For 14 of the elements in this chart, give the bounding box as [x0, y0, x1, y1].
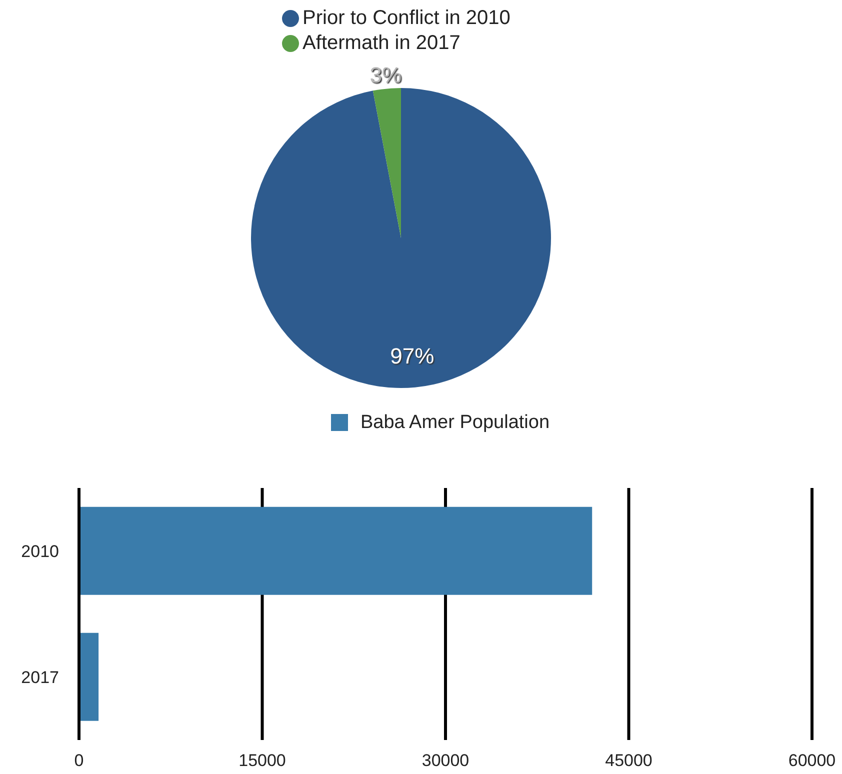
y-tick-label: 2017 [21, 668, 59, 688]
legend-label: Aftermath in 2017 [302, 32, 460, 54]
data-label: 97% [390, 343, 434, 368]
x-tick-label: 60000 [788, 751, 836, 770]
pie-slice [372, 88, 401, 238]
pie-slice [251, 88, 551, 388]
y-tick-label: 2010 [21, 542, 59, 562]
legend-label: Prior to Conflict in 2010 [302, 7, 510, 29]
legend-label: Baba Amer Population [360, 412, 550, 433]
data-label: 3% [370, 62, 402, 88]
x-tick-label: 30000 [422, 751, 470, 770]
x-tick-label: 45000 [605, 751, 652, 770]
x-tick-label: 15000 [238, 751, 286, 770]
x-tick-label: 0 [74, 751, 84, 770]
